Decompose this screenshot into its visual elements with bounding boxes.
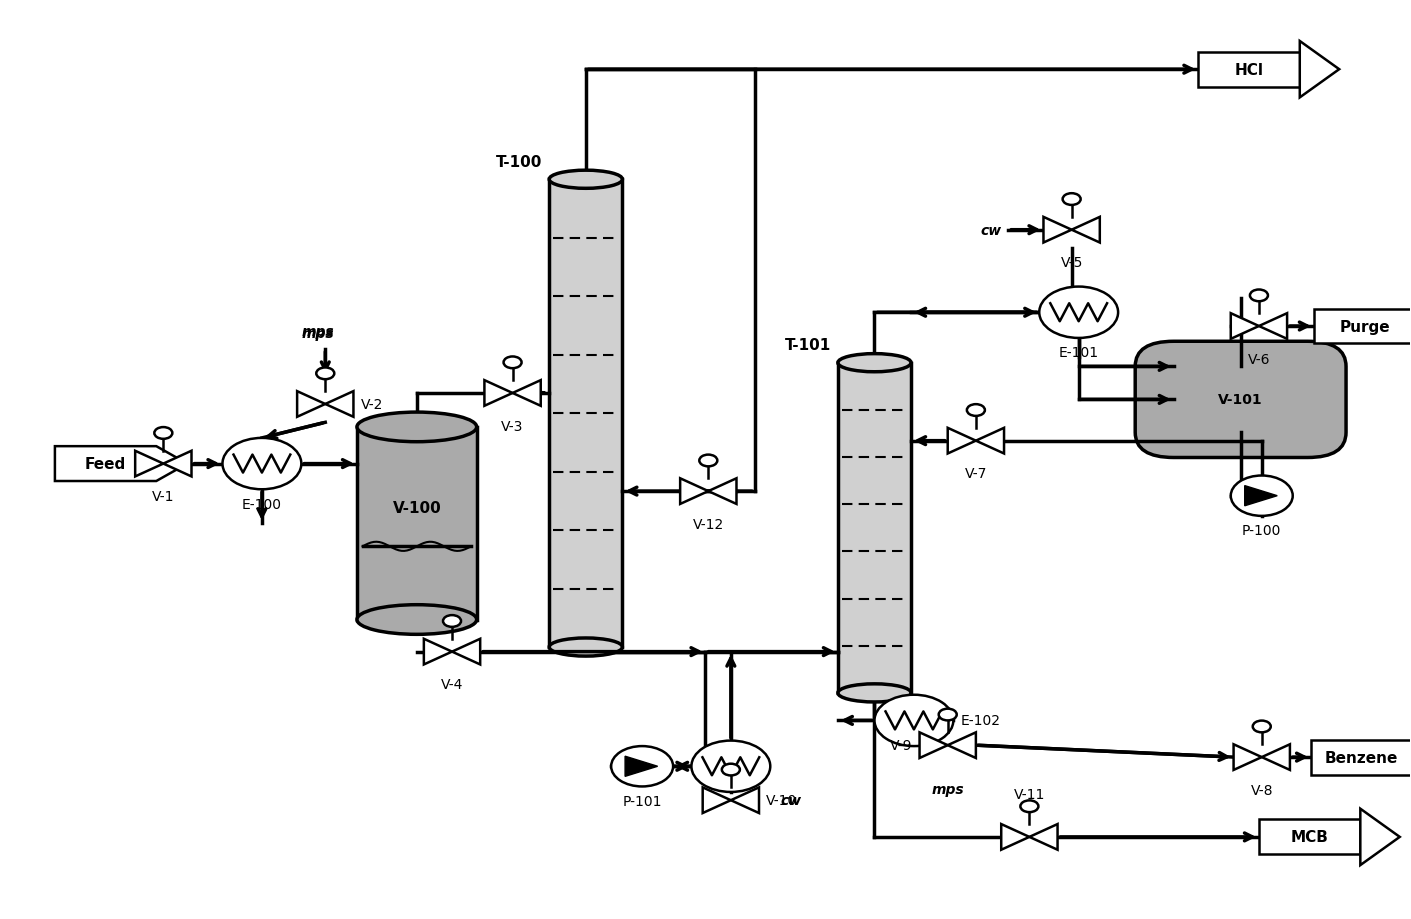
Text: V-6: V-6 [1247, 352, 1270, 367]
Bar [1311, 740, 1411, 775]
Text: HCl: HCl [1235, 62, 1264, 77]
Polygon shape [452, 639, 480, 664]
Text: mps: mps [302, 324, 334, 338]
Text: Purge: Purge [1339, 319, 1390, 335]
Text: V-3: V-3 [501, 419, 523, 433]
Bar [1314, 309, 1411, 344]
Bar [549, 180, 622, 647]
Polygon shape [680, 479, 708, 505]
Polygon shape [423, 639, 452, 664]
Bar [357, 427, 477, 619]
Circle shape [875, 695, 954, 746]
Text: V-8: V-8 [1250, 783, 1273, 797]
Polygon shape [920, 732, 948, 758]
Ellipse shape [838, 354, 912, 372]
Polygon shape [512, 380, 540, 406]
Polygon shape [1360, 809, 1400, 865]
Polygon shape [1261, 744, 1290, 770]
Circle shape [967, 404, 985, 416]
Ellipse shape [838, 684, 912, 702]
Text: T-101: T-101 [785, 338, 831, 353]
Circle shape [691, 741, 770, 792]
Circle shape [1020, 800, 1038, 812]
Circle shape [443, 616, 461, 627]
Text: Feed: Feed [85, 457, 126, 471]
Text: mps: mps [302, 326, 334, 340]
Circle shape [1230, 476, 1292, 516]
Text: E-100: E-100 [241, 497, 282, 511]
Bar [1198, 52, 1300, 87]
Polygon shape [1245, 486, 1277, 506]
Polygon shape [703, 788, 731, 813]
Circle shape [316, 369, 334, 380]
Text: MCB: MCB [1291, 830, 1329, 845]
Text: cw: cw [981, 223, 1002, 237]
Polygon shape [484, 380, 512, 406]
Text: V-7: V-7 [965, 467, 988, 481]
Ellipse shape [549, 171, 622, 189]
Text: P-100: P-100 [1242, 524, 1281, 538]
Text: V-5: V-5 [1061, 256, 1082, 270]
Polygon shape [976, 428, 1005, 454]
Text: V-4: V-4 [440, 677, 463, 691]
Bar [838, 363, 912, 693]
Polygon shape [1233, 744, 1261, 770]
Text: V-101: V-101 [1218, 393, 1263, 407]
Circle shape [1062, 194, 1081, 206]
Circle shape [611, 746, 673, 787]
Circle shape [504, 357, 522, 369]
Text: V-12: V-12 [693, 517, 724, 531]
Polygon shape [164, 451, 192, 477]
Polygon shape [1300, 42, 1339, 98]
Ellipse shape [549, 639, 622, 656]
Polygon shape [326, 391, 353, 417]
Polygon shape [948, 428, 976, 454]
Text: V-100: V-100 [392, 501, 442, 516]
Polygon shape [298, 391, 326, 417]
Circle shape [938, 709, 957, 720]
Circle shape [722, 764, 739, 776]
Circle shape [1253, 720, 1271, 732]
Polygon shape [1002, 824, 1030, 850]
Text: V-9: V-9 [890, 738, 913, 753]
Text: T-100: T-100 [495, 154, 542, 170]
Text: V-11: V-11 [1013, 788, 1046, 801]
Polygon shape [708, 479, 737, 505]
Text: E-102: E-102 [961, 714, 1000, 728]
Polygon shape [625, 756, 658, 777]
Circle shape [1250, 290, 1268, 302]
Circle shape [1040, 288, 1118, 338]
Polygon shape [1259, 313, 1287, 339]
Polygon shape [1230, 313, 1259, 339]
Ellipse shape [357, 413, 477, 442]
Polygon shape [1044, 218, 1071, 244]
Bar [1259, 820, 1360, 855]
Polygon shape [948, 732, 976, 758]
Text: V-10: V-10 [766, 793, 797, 807]
Circle shape [154, 427, 172, 439]
Text: cw: cw [780, 793, 801, 807]
Polygon shape [135, 451, 164, 477]
Polygon shape [731, 788, 759, 813]
Circle shape [700, 455, 717, 467]
Polygon shape [1030, 824, 1058, 850]
Text: V-1: V-1 [152, 490, 175, 504]
Circle shape [223, 438, 302, 490]
Polygon shape [55, 447, 188, 482]
Ellipse shape [357, 605, 477, 635]
Text: P-101: P-101 [622, 794, 662, 808]
Text: Benzene: Benzene [1325, 750, 1398, 765]
FancyBboxPatch shape [1136, 342, 1346, 458]
Text: mps: mps [931, 782, 964, 796]
Text: E-101: E-101 [1058, 346, 1099, 360]
Text: V-2: V-2 [360, 398, 382, 412]
Polygon shape [1071, 218, 1099, 244]
